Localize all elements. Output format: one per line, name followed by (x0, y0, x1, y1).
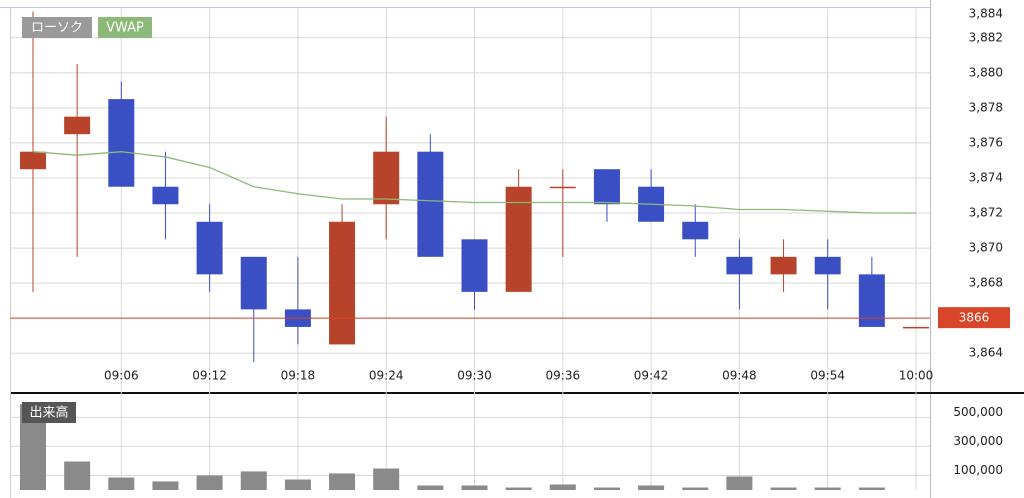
volume-bar (505, 487, 532, 490)
volume-bar (284, 479, 311, 490)
x-tick-label: 09:36 (546, 369, 581, 383)
candle-body (726, 256, 753, 275)
current-price-tag (938, 307, 1010, 329)
volume-bar (240, 471, 267, 490)
candle-body (417, 151, 444, 257)
y-tick-label: 3,864 (969, 346, 1003, 360)
candle-body (505, 186, 532, 292)
y-tick-label: 3,880 (969, 65, 1003, 79)
y-tick-label: 3,882 (969, 30, 1003, 44)
current-price-label: 3866 (959, 311, 990, 325)
volume-bar (461, 485, 488, 490)
volume-bar (373, 468, 400, 490)
candle-body (461, 239, 488, 292)
volume-bar (196, 475, 223, 490)
y-tick-label: 3,876 (969, 135, 1003, 149)
volume-bar (814, 487, 841, 490)
x-tick-label: 09:24 (369, 369, 404, 383)
x-tick-label: 09:18 (281, 369, 316, 383)
candle-body (329, 221, 356, 345)
candle-body (240, 256, 267, 310)
candle-body (152, 186, 179, 205)
volume-bar (770, 487, 797, 490)
candle-body (903, 326, 929, 329)
candle-body (196, 221, 223, 275)
x-tick-label: 09:48 (722, 369, 757, 383)
volume-bar (329, 473, 356, 490)
legend-label: VWAP (106, 21, 144, 36)
x-tick-label: 09:54 (810, 369, 845, 383)
candle-body (770, 256, 797, 275)
volume-bar (549, 484, 576, 490)
y-tick-label: 3,878 (969, 100, 1003, 114)
volume-bar (417, 485, 444, 490)
y-tick-label: 300,000 (953, 434, 1003, 448)
x-tick-label: 09:30 (457, 369, 492, 383)
volume-bar (108, 477, 135, 490)
candle-body (593, 169, 620, 205)
candle-body (549, 186, 576, 189)
volume-bar (726, 476, 753, 490)
volume-bar (64, 461, 91, 490)
volume-title: 出来高 (29, 405, 68, 421)
legend-swatch (98, 17, 152, 38)
volume-bar (682, 487, 709, 490)
y-tick-label: 3,868 (969, 276, 1003, 290)
candle-body (108, 99, 135, 187)
vwap-line (32, 151, 916, 214)
candle-body (682, 221, 709, 240)
volume-bar (152, 481, 179, 490)
candle-body (373, 151, 400, 205)
y-tick-label: 3,874 (969, 170, 1003, 184)
x-tick-label: 09:42 (634, 369, 669, 383)
volume-bar (593, 487, 620, 490)
y-tick-label: 100,000 (953, 463, 1003, 477)
candle-body (814, 256, 841, 275)
candle-body (64, 116, 91, 135)
volume-bar (858, 487, 885, 490)
y-tick-label: 3,884 (969, 7, 1003, 21)
y-tick-label: 3,872 (969, 206, 1003, 220)
y-tick-label: 3,870 (969, 241, 1003, 255)
candle-body (858, 274, 885, 327)
legend-swatch (22, 17, 92, 38)
legend-label: ローソク (31, 21, 83, 36)
x-tick-label: 09:12 (192, 369, 227, 383)
x-tick-label: 10:00 (899, 369, 934, 383)
x-tick-label: 09:06 (104, 369, 139, 383)
candle-body (20, 151, 46, 170)
volume-title-box (22, 402, 76, 423)
y-tick-label: 500,000 (953, 405, 1003, 419)
volume-bar (638, 485, 665, 490)
